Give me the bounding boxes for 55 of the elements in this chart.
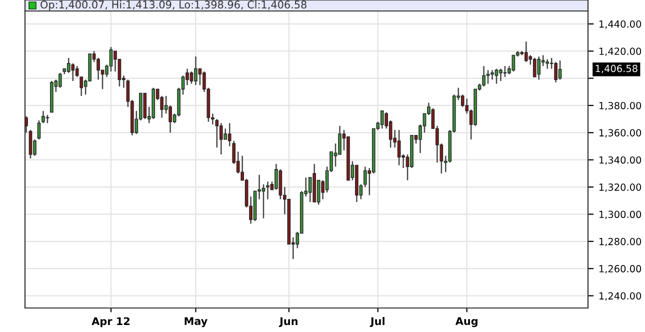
candlestick	[219, 122, 223, 156]
y-tick-label: 1,280.00	[599, 238, 642, 246]
candlestick	[266, 180, 270, 200]
candlestick	[380, 110, 384, 130]
candlestick	[190, 70, 194, 84]
y-tick-label: 1,300.00	[599, 210, 642, 220]
candlestick	[109, 46, 113, 72]
candlestick	[554, 61, 558, 83]
y-tick-label: 1,380.00	[599, 102, 642, 110]
candlestick	[490, 70, 494, 80]
candlestick	[338, 125, 342, 156]
candlestick	[532, 57, 536, 78]
candlestick	[58, 72, 62, 88]
candlestick	[75, 65, 79, 78]
candlestick	[224, 128, 228, 140]
x-tick-label: Jul	[370, 317, 384, 328]
candlestick	[512, 54, 516, 72]
candlestick	[80, 76, 84, 97]
candlestick	[499, 68, 502, 82]
y-tick-label: 1,440.00	[599, 20, 642, 29]
candlestick	[25, 116, 28, 134]
candlestick	[42, 110, 45, 124]
candlestick	[71, 62, 75, 82]
candlestick	[524, 40, 528, 63]
candlestick	[397, 129, 401, 166]
candlestick	[186, 68, 189, 86]
x-tick-label: Jun	[278, 317, 298, 328]
candlestick	[546, 58, 549, 70]
y-tick-label: 1,260.00	[599, 265, 642, 274]
candlestick	[168, 104, 172, 134]
candlestick	[28, 129, 32, 160]
candlestick	[537, 56, 541, 80]
candlestick	[558, 60, 562, 80]
y-tick-label: 1,360.00	[599, 129, 642, 138]
candlestick	[37, 120, 41, 140]
y-tick-label: 1,340.00	[599, 156, 642, 165]
candlestick	[228, 122, 232, 147]
candlestick	[494, 68, 498, 84]
candlestick	[308, 176, 312, 203]
y-tick-label: 1,420.00	[599, 48, 642, 56]
chart-title: Op:1,400.07, Hi:1,413.09, Lo:1,398.96, Cl:1,406.58	[40, 0, 306, 11]
candlestick	[198, 68, 202, 86]
candlestick	[364, 166, 367, 188]
candlestick	[482, 65, 486, 88]
candlestick	[194, 56, 198, 86]
y-tick-label: 1,320.00	[599, 184, 642, 192]
candlestick	[96, 57, 100, 80]
text: 1,406.58	[596, 64, 638, 74]
candlestick	[262, 184, 266, 219]
x-tick-label: May	[184, 317, 208, 328]
x-tick-label: Aug	[455, 317, 478, 328]
candlestick	[486, 70, 490, 84]
x-tick-label: Apr 12	[92, 317, 130, 328]
y-tick-label: 1,240.00	[599, 292, 642, 301]
candlestick	[503, 65, 507, 78]
